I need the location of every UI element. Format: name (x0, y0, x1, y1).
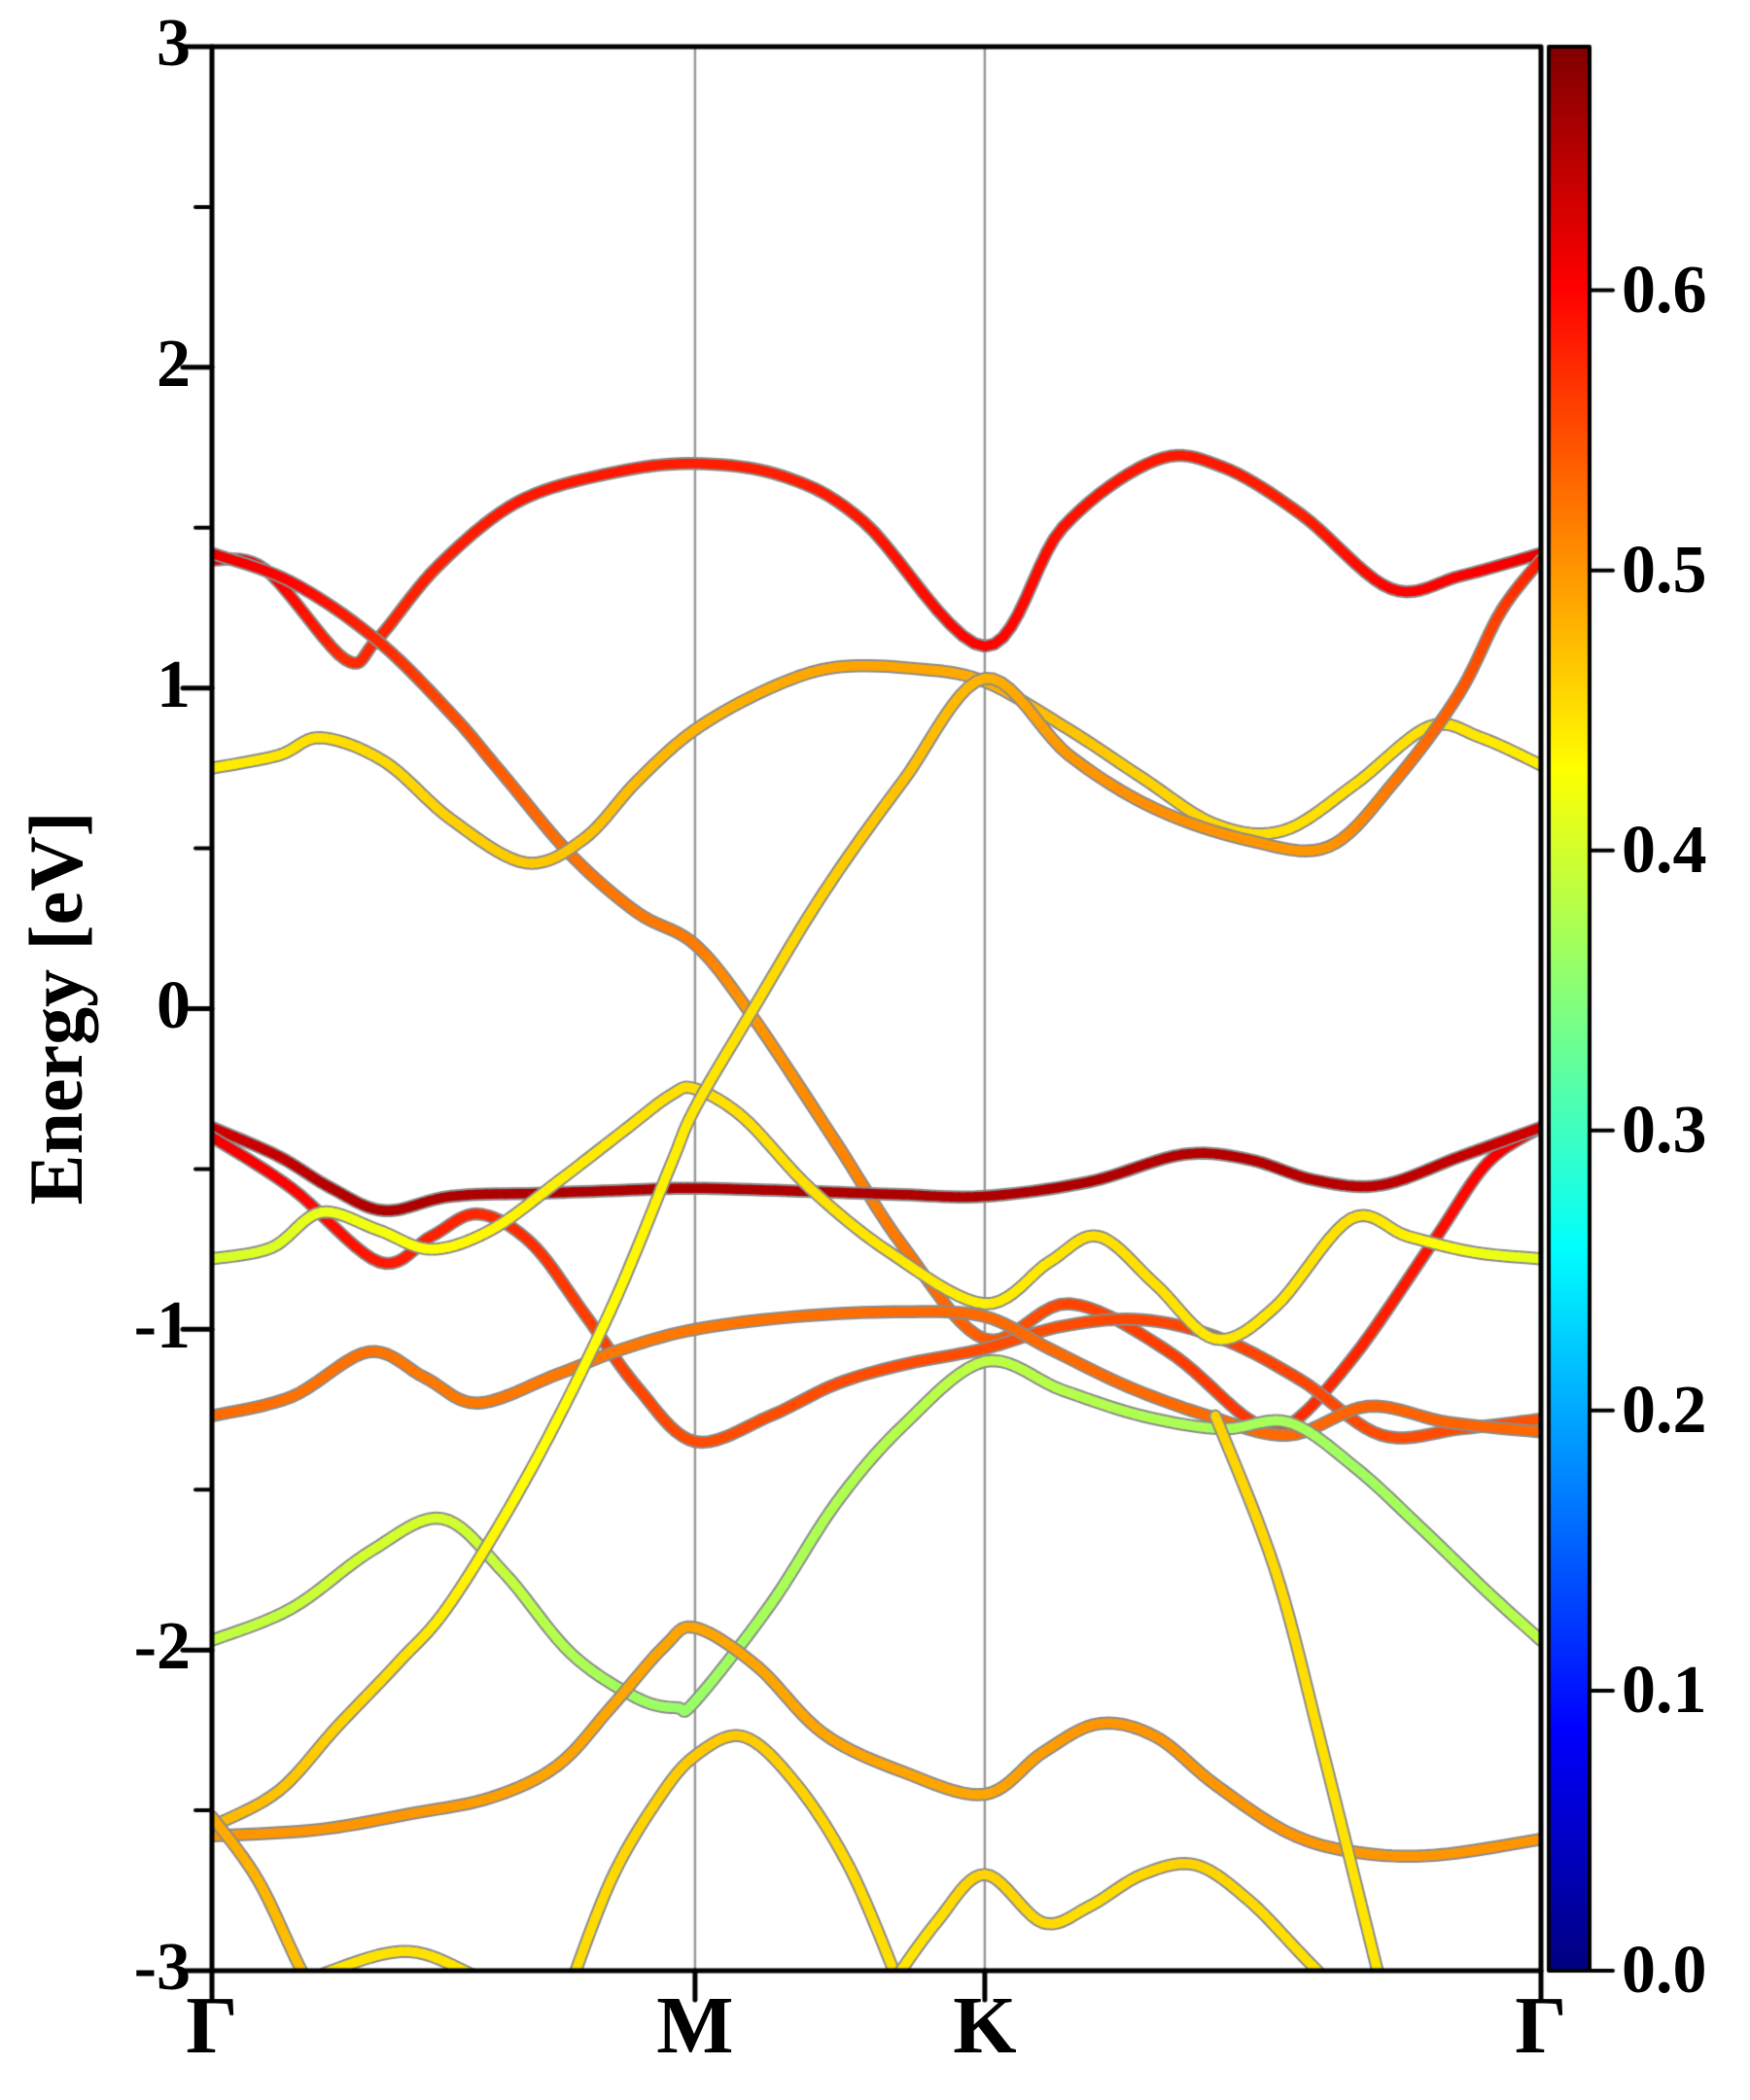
y-tick-label: -2 (133, 1609, 191, 1685)
y-tick-label: 0 (157, 967, 191, 1043)
colorbar-tick-label: 0.2 (1622, 1372, 1707, 1448)
colorbar-tick-label: 0.6 (1622, 252, 1707, 328)
x-tick-label: M (656, 1980, 734, 2071)
colorbar-tick-label: 0.4 (1622, 812, 1707, 888)
y-tick-label: -3 (133, 1930, 191, 2006)
y-tick-label: 2 (157, 327, 191, 402)
y-tick-label: 1 (157, 647, 191, 722)
x-tick-label: Γ (186, 1980, 238, 2071)
x-tick-label: Γ (1515, 1980, 1567, 2071)
colorbar-tick-label: 0.3 (1622, 1092, 1707, 1168)
x-tick-label: K (953, 1980, 1017, 2071)
y-tick-label: -1 (133, 1288, 191, 1364)
colorbar-tick-label: 0.5 (1622, 532, 1707, 608)
colorbar-tick-label: 0.1 (1622, 1652, 1707, 1728)
colorbar-tick-label: 0.0 (1622, 1933, 1707, 2008)
y-tick-label: 3 (157, 6, 191, 82)
